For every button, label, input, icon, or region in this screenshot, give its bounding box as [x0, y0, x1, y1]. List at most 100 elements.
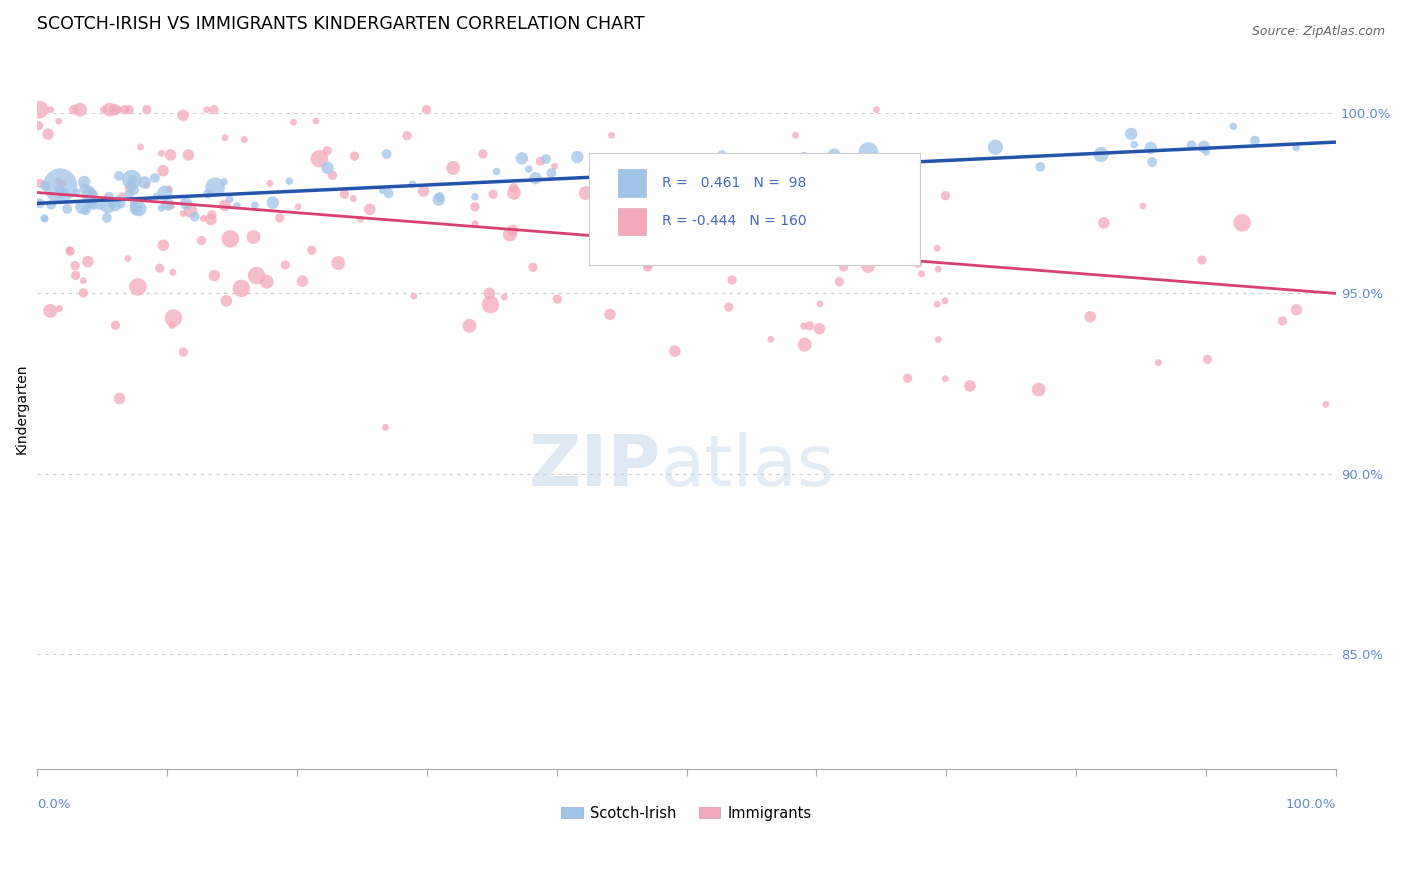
Point [283, 115, 305, 129]
Point [184, 210, 207, 224]
Point [48, 114, 70, 128]
Point [301, 243, 323, 257]
Point [349, 212, 371, 227]
Point [1123, 137, 1146, 152]
Point [204, 180, 226, 194]
Point [59, 244, 82, 258]
Point [197, 186, 219, 201]
Point [834, 168, 856, 182]
Point [808, 297, 831, 311]
Point [242, 230, 264, 244]
Point [82, 198, 104, 212]
Point [897, 371, 920, 385]
Point [108, 392, 131, 406]
Point [1315, 397, 1337, 411]
Point [742, 252, 765, 266]
Point [375, 147, 398, 161]
Point [193, 211, 215, 226]
Point [108, 169, 131, 183]
Point [93, 103, 115, 117]
Point [28, 196, 51, 211]
Point [233, 132, 256, 146]
Point [959, 379, 981, 393]
Text: R =   0.461   N =  98: R = 0.461 N = 98 [662, 177, 806, 190]
Point [101, 196, 124, 211]
Point [65, 268, 87, 283]
Point [793, 319, 815, 334]
Text: atlas: atlas [661, 432, 835, 500]
Point [48, 182, 70, 196]
Point [77, 188, 100, 202]
Point [72, 285, 94, 300]
Point [934, 293, 956, 308]
Point [58, 243, 80, 257]
FancyBboxPatch shape [589, 153, 921, 265]
Point [869, 227, 891, 242]
Point [143, 171, 166, 186]
Point [696, 175, 718, 189]
Point [39, 304, 62, 318]
Point [613, 250, 636, 264]
Point [1181, 138, 1204, 153]
Point [415, 103, 437, 117]
Point [567, 150, 589, 164]
Point [110, 196, 132, 211]
Point [98, 190, 121, 204]
Point [478, 286, 501, 301]
Point [278, 174, 301, 188]
Point [51, 187, 73, 202]
Point [120, 180, 142, 194]
Point [162, 311, 184, 326]
Point [73, 181, 96, 195]
Point [322, 169, 344, 183]
Point [37, 127, 59, 141]
Point [402, 289, 425, 303]
Point [934, 372, 956, 386]
Point [104, 318, 127, 333]
Point [149, 261, 172, 276]
Point [856, 259, 879, 273]
FancyBboxPatch shape [617, 208, 647, 235]
Point [793, 151, 815, 165]
Point [808, 321, 831, 335]
Point [1191, 253, 1213, 268]
Point [907, 256, 929, 270]
Point [219, 232, 242, 246]
Point [637, 260, 659, 274]
Point [1222, 120, 1244, 134]
Point [134, 176, 156, 190]
Point [135, 178, 157, 193]
Point [28, 177, 51, 191]
Point [52, 177, 75, 191]
Point [127, 280, 149, 294]
Point [152, 163, 174, 178]
Point [377, 186, 399, 201]
Point [371, 183, 394, 197]
Point [464, 200, 486, 214]
Point [479, 297, 502, 311]
Point [546, 292, 568, 306]
Text: R = -0.444   N = 160: R = -0.444 N = 160 [662, 214, 807, 228]
Point [160, 318, 183, 333]
Point [69, 103, 91, 117]
Point [759, 332, 782, 346]
Point [464, 217, 486, 231]
Point [482, 187, 505, 202]
Point [53, 185, 76, 199]
Point [499, 227, 522, 242]
Point [599, 307, 621, 321]
Point [524, 171, 547, 186]
Point [118, 187, 141, 202]
Point [231, 281, 253, 295]
Point [374, 420, 396, 434]
FancyBboxPatch shape [617, 169, 647, 197]
Point [502, 180, 524, 194]
Point [159, 148, 181, 162]
Point [710, 148, 733, 162]
Point [502, 223, 524, 237]
Point [823, 147, 845, 161]
Point [927, 262, 949, 277]
Point [637, 257, 659, 271]
Point [717, 300, 740, 314]
Point [122, 199, 145, 213]
